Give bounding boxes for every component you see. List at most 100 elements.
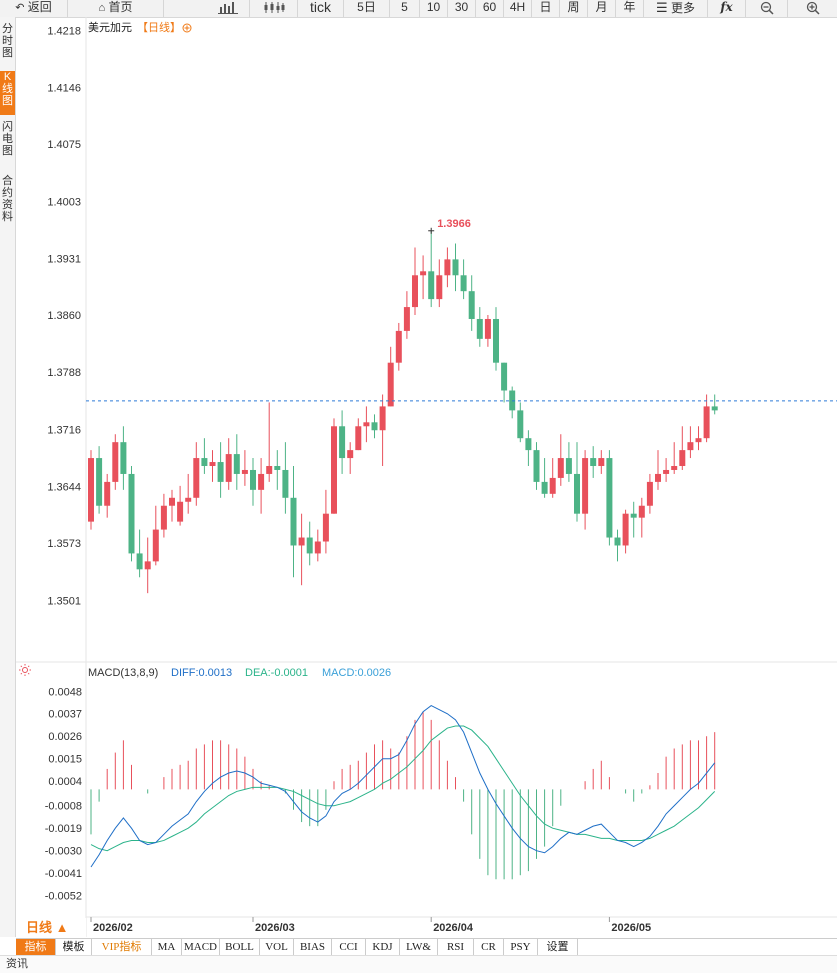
sidebar-item-contract[interactable]: 合约资料	[2, 175, 13, 223]
date-label: 2026/05	[611, 922, 651, 934]
candle-body	[484, 318, 491, 339]
formula-button[interactable]: fx	[708, 0, 746, 17]
macd-tick-label: 0.0048	[48, 686, 82, 698]
candle-body	[468, 291, 475, 319]
candle-body	[322, 513, 329, 542]
candle-body	[517, 410, 524, 439]
dea-line	[90, 725, 716, 852]
tick-button[interactable]: tick	[298, 0, 344, 17]
tab-rsi[interactable]: RSI	[438, 939, 474, 955]
candle-body	[355, 426, 362, 451]
tab-template[interactable]: 模板	[56, 939, 92, 955]
news-footer[interactable]: 资讯	[0, 955, 837, 973]
weekly-button[interactable]: 周	[560, 0, 588, 17]
tab-cr[interactable]: CR	[474, 939, 504, 955]
zoom-out-button[interactable]	[746, 0, 788, 17]
tab-settings[interactable]: 设置	[538, 939, 578, 955]
sidebar-item-timeshare[interactable]: 分时图	[2, 23, 13, 59]
chart-area: 1.4218 1.4146 1.4075 1.4003 1.3931 1.3860 1.37…	[16, 17, 837, 937]
price-tick-label: 1.3573	[47, 538, 81, 550]
candle-body	[258, 473, 265, 490]
daily-button[interactable]: 日	[532, 0, 560, 17]
kline-chart[interactable]: 1.4218 1.4146 1.4075 1.4003 1.3931 1.3860 1.37…	[16, 17, 837, 937]
price-tick-label: 1.3788	[47, 367, 81, 379]
macd-tick-label: -0.0008	[45, 801, 82, 813]
5min-button[interactable]: 5	[390, 0, 420, 17]
tab-bias[interactable]: BIAS	[294, 939, 332, 955]
candle-body	[420, 271, 427, 276]
price-tick-label: 1.3860	[47, 310, 81, 322]
macd-tick-label: -0.0052	[45, 891, 82, 903]
period-selector[interactable]: 日线 ▲	[16, 918, 86, 938]
candle-body	[655, 473, 661, 482]
period-tag: 【日线】	[137, 20, 181, 34]
tab-indicator[interactable]: 指标	[16, 939, 56, 955]
yearly-button[interactable]: 年	[616, 0, 644, 17]
top-toolbar: ↶ 返回 ⌂ 首页 tick 5日 5 10 30 60 4H 日 周 月 年 …	[0, 0, 837, 18]
tab-boll[interactable]: BOLL	[220, 939, 260, 955]
candle-body	[549, 477, 556, 494]
5day-button[interactable]: 5日	[344, 0, 390, 17]
sidebar-item-flash[interactable]: 闪电图	[2, 121, 13, 157]
tab-ma[interactable]: MA	[152, 939, 182, 955]
tab-macd[interactable]: MACD	[182, 939, 220, 955]
candle-body	[250, 469, 256, 490]
tab-vip[interactable]: VIP指标	[92, 939, 152, 955]
back-button[interactable]: ↶ 返回	[0, 0, 68, 17]
candle-body	[217, 462, 224, 482]
candle-body	[590, 458, 597, 467]
candle-body	[298, 537, 305, 546]
candle-body	[614, 537, 621, 546]
candle-body	[88, 458, 94, 522]
macd-histogram	[90, 711, 716, 880]
zoom-in-button[interactable]	[788, 0, 837, 17]
candle-body	[169, 497, 175, 506]
30min-button[interactable]: 30	[448, 0, 476, 17]
price-tick-label: 1.4146	[47, 83, 81, 95]
more-button[interactable]: ☰ 更多	[644, 0, 708, 17]
candle-body	[606, 458, 613, 538]
candle-body	[144, 561, 151, 570]
tab-lw[interactable]: LW&	[400, 939, 438, 955]
macd-title: MACD(13,8,9)	[88, 667, 158, 679]
price-tick-label: 1.3716	[47, 424, 81, 436]
candle-body	[152, 529, 159, 562]
price-tick-label: 1.4075	[47, 139, 81, 151]
candle-body	[638, 505, 645, 518]
candle-body	[136, 553, 143, 570]
candle-body	[209, 462, 216, 467]
monthly-button[interactable]: 月	[588, 0, 616, 17]
home-icon: ⌂	[98, 2, 106, 14]
tab-vol[interactable]: VOL	[260, 939, 294, 955]
home-button[interactable]: ⌂ 首页	[68, 0, 164, 17]
candle-body	[120, 442, 127, 474]
candle-body	[371, 422, 378, 431]
candle-body	[379, 406, 386, 431]
sun-icon[interactable]	[19, 664, 31, 676]
10min-button[interactable]: 10	[420, 0, 448, 17]
date-label: 2026/03	[255, 922, 295, 934]
candles	[88, 230, 718, 594]
candle-body	[436, 275, 443, 300]
sidebar-item-kline[interactable]: K线图	[0, 71, 15, 115]
candle-body	[679, 450, 686, 467]
price-tick-label: 1.3501	[47, 595, 81, 607]
candle-body	[460, 275, 467, 292]
settings-plus-icon[interactable]	[182, 23, 192, 33]
4h-button[interactable]: 4H	[504, 0, 532, 17]
candle-button[interactable]	[250, 0, 298, 17]
price-grid: 1.4218 1.4146 1.4075 1.4003 1.3931 1.3860 1.37…	[47, 26, 81, 608]
back-arrow-icon: ↶	[15, 2, 25, 14]
tab-kdj[interactable]: KDJ	[366, 939, 400, 955]
price-tick-label: 1.3644	[47, 482, 81, 494]
60min-button[interactable]: 60	[476, 0, 504, 17]
candle-body	[565, 458, 572, 474]
candle-body	[387, 362, 394, 407]
candle-body	[695, 438, 702, 443]
bar-chart-button[interactable]	[206, 0, 250, 17]
left-sidebar: 分时图 K线图 闪电图 合约资料	[0, 17, 16, 937]
candle-body	[541, 481, 548, 494]
tab-psy[interactable]: PSY	[504, 939, 538, 955]
candle-body	[663, 469, 670, 474]
tab-cci[interactable]: CCI	[332, 939, 366, 955]
